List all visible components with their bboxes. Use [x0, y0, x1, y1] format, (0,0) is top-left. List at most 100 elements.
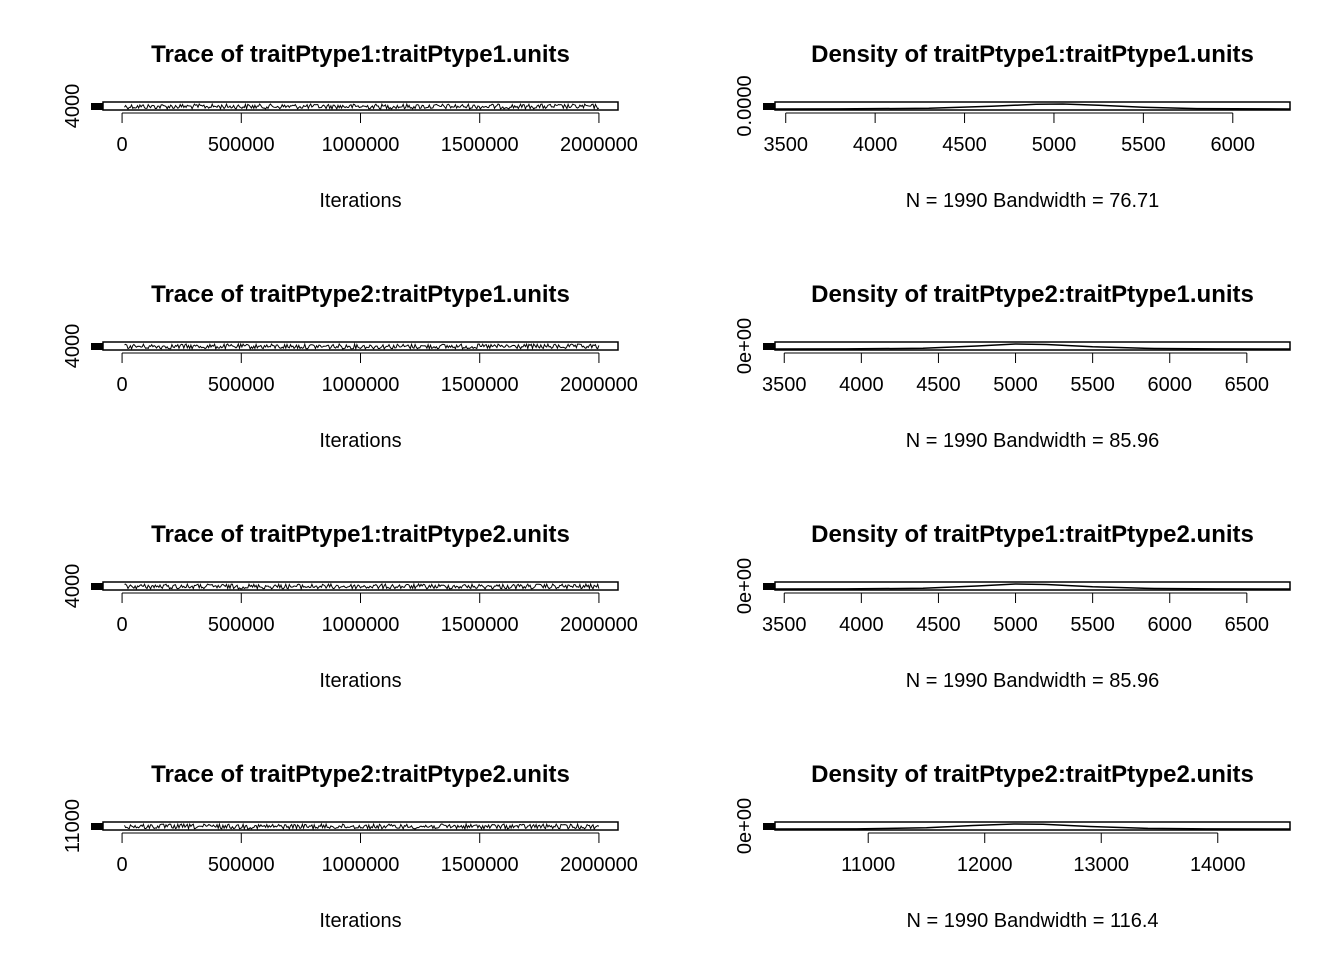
rug-marks	[763, 103, 775, 110]
x-tick-label: 4000	[839, 614, 884, 636]
x-tick-label: 4000	[839, 374, 884, 396]
x-tick-label: 11000	[841, 854, 895, 876]
x-tick-label: 5000	[1032, 134, 1077, 156]
panel: Trace of traitPtype1:traitPtype2.units 0 5…	[62, 521, 638, 692]
plot-box	[774, 101, 1291, 111]
x-axis-label: N = 1990 Bandwidth = 85.96	[906, 670, 1160, 692]
panel: Density of traitPtype2:traitPtype1.units…	[734, 281, 1291, 452]
panel: Trace of traitPtype1:traitPtype1.units 0 5…	[62, 41, 638, 212]
density-line	[774, 103, 1291, 110]
x-tick-label: 1500000	[441, 134, 519, 156]
x-tick-label: 500000	[208, 854, 275, 876]
panel-title: Trace of traitPtype1:traitPtype1.units	[151, 41, 570, 68]
density-line	[774, 583, 1291, 590]
x-tick-label: 2000000	[560, 854, 638, 876]
x-tick-label: 4500	[916, 614, 961, 636]
x-tick-label: 0	[117, 854, 128, 876]
panel: Trace of traitPtype2:traitPtype2.units 0 5…	[62, 761, 638, 932]
density-line	[774, 343, 1291, 350]
x-tick-label: 5500	[1070, 614, 1115, 636]
plot-box	[774, 341, 1291, 351]
x-tick-label: 6000	[1147, 374, 1192, 396]
trace-line	[124, 582, 600, 591]
x-tick-label: 2000000	[560, 614, 638, 636]
x-tick-label: 4500	[942, 134, 987, 156]
x-tick-label: 1500000	[441, 614, 519, 636]
panel-title: Trace of traitPtype2:traitPtype1.units	[151, 281, 570, 308]
x-tick-label: 1000000	[322, 134, 400, 156]
x-axis-label: N = 1990 Bandwidth = 116.4	[906, 910, 1158, 932]
x-tick-label: 14000	[1190, 854, 1246, 876]
plot-box	[774, 581, 1291, 591]
x-tick-label: 2000000	[560, 374, 638, 396]
x-tick-label: 0	[117, 614, 128, 636]
x-tick-label: 6500	[1225, 614, 1270, 636]
y-tick-label: 4000	[62, 564, 84, 609]
panel: Density of traitPtype2:traitPtype2.units…	[734, 761, 1291, 932]
density-line	[774, 823, 1291, 830]
x-tick-label: 0	[117, 134, 128, 156]
rug-marks	[763, 343, 775, 350]
x-axis-label: Iterations	[319, 190, 401, 212]
x-tick-label: 1000000	[322, 854, 400, 876]
trace-line	[124, 102, 600, 111]
x-axis-label: N = 1990 Bandwidth = 76.71	[906, 190, 1160, 212]
x-tick-label: 5500	[1070, 374, 1115, 396]
panel-title: Density of traitPtype1:traitPtype2.units	[811, 521, 1254, 548]
x-tick-label: 1000000	[322, 374, 400, 396]
x-tick-label: 6000	[1211, 134, 1256, 156]
x-tick-label: 3500	[762, 374, 807, 396]
panel-title: Density of traitPtype2:traitPtype1.units	[811, 281, 1254, 308]
panel-title: Trace of traitPtype1:traitPtype2.units	[151, 521, 570, 548]
plot-box	[102, 821, 619, 831]
y-tick-label: 0.0000	[734, 75, 756, 136]
x-tick-label: 1500000	[441, 854, 519, 876]
panel-title: Trace of traitPtype2:traitPtype2.units	[151, 761, 570, 788]
x-tick-label: 500000	[208, 614, 275, 636]
plot-box	[102, 101, 619, 111]
y-tick-label: 4000	[62, 324, 84, 369]
y-tick-label: 0e+00	[734, 798, 756, 854]
panel: Trace of traitPtype2:traitPtype1.units 0 5…	[62, 281, 638, 452]
x-tick-label: 0	[117, 374, 128, 396]
x-tick-label: 1000000	[322, 614, 400, 636]
x-axis-label: Iterations	[319, 430, 401, 452]
rug-marks	[763, 583, 775, 590]
rug-marks	[91, 103, 103, 110]
x-tick-label: 4000	[853, 134, 898, 156]
x-tick-label: 6500	[1225, 374, 1270, 396]
y-tick-label: 0e+00	[734, 558, 756, 614]
rug-marks	[91, 343, 103, 350]
rug-marks	[91, 583, 103, 590]
plot-box	[102, 581, 619, 591]
x-tick-label: 12000	[957, 854, 1013, 876]
x-tick-label: 3500	[762, 614, 807, 636]
trace-line	[124, 342, 600, 351]
x-tick-label: 5500	[1121, 134, 1166, 156]
x-axis-label: N = 1990 Bandwidth = 85.96	[906, 430, 1160, 452]
x-tick-label: 6000	[1147, 614, 1192, 636]
x-tick-label: 5000	[993, 374, 1038, 396]
panel-title: Density of traitPtype2:traitPtype2.units	[811, 761, 1254, 788]
x-tick-label: 500000	[208, 374, 275, 396]
y-tick-label: 0e+00	[734, 318, 756, 374]
rug-marks	[91, 823, 103, 830]
panel-title: Density of traitPtype1:traitPtype1.units	[811, 41, 1254, 68]
panel: Density of traitPtype1:traitPtype2.units…	[734, 521, 1291, 692]
x-axis-label: Iterations	[319, 910, 401, 932]
plot-box	[774, 821, 1291, 831]
y-tick-label: 4000	[62, 84, 84, 129]
panel: Density of traitPtype1:traitPtype1.units…	[734, 41, 1291, 212]
x-axis-label: Iterations	[319, 670, 401, 692]
trace-line	[124, 822, 600, 831]
x-tick-label: 500000	[208, 134, 275, 156]
x-tick-label: 13000	[1073, 854, 1129, 876]
x-tick-label: 2000000	[560, 134, 638, 156]
x-tick-label: 3500	[763, 134, 808, 156]
x-tick-label: 1500000	[441, 374, 519, 396]
rug-marks	[763, 823, 775, 830]
y-tick-label: 11000	[62, 799, 84, 853]
x-tick-label: 4500	[916, 374, 961, 396]
x-tick-label: 5000	[993, 614, 1038, 636]
